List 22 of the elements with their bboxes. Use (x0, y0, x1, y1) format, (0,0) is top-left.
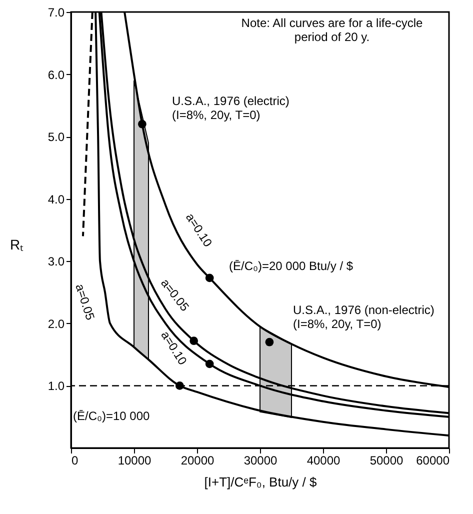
y-tick-label: 6.0 (48, 68, 65, 82)
y-tick-label: 2.0 (48, 316, 65, 331)
x-tick-label: 10000 (118, 454, 152, 468)
annotation: Note: All curves are for a life-cycle period of 20 y. (241, 16, 424, 44)
x-tick-label: 40000 (306, 454, 341, 468)
y-tick-label: 3.0 (48, 254, 65, 269)
y-axis-title: Rₜ (10, 236, 24, 252)
annotation: U.S.A., 1976 (non-electric) (I=8%, 20y, T=0) (293, 303, 434, 331)
x-tick-label: 20000 (180, 454, 215, 468)
y-tick-label: 1.0 (48, 379, 65, 394)
x-tick-label: 0 (72, 454, 78, 468)
x-tick-label: 50000 (370, 454, 404, 468)
y-tick-label: 7.0 (48, 6, 65, 20)
y-tick-label: 4.0 (48, 192, 65, 206)
x-axis-title: [I+T]/CᵉF₀, Btu/y / $ (204, 474, 318, 490)
x-tick-label: 60000 (416, 454, 450, 468)
annotation: (Ē/C₀)=20 000 Btu/y / $ (229, 259, 354, 273)
x-tick-label: 30000 (244, 454, 278, 468)
annotation: a=0.05 (72, 282, 98, 322)
annotation: (Ē/C₀)=10 000 (73, 409, 150, 423)
y-tick-label: 5.0 (48, 130, 65, 144)
annotation: U.S.A., 1976 (electric) (I=8%, 20y, T=0) (172, 94, 290, 122)
